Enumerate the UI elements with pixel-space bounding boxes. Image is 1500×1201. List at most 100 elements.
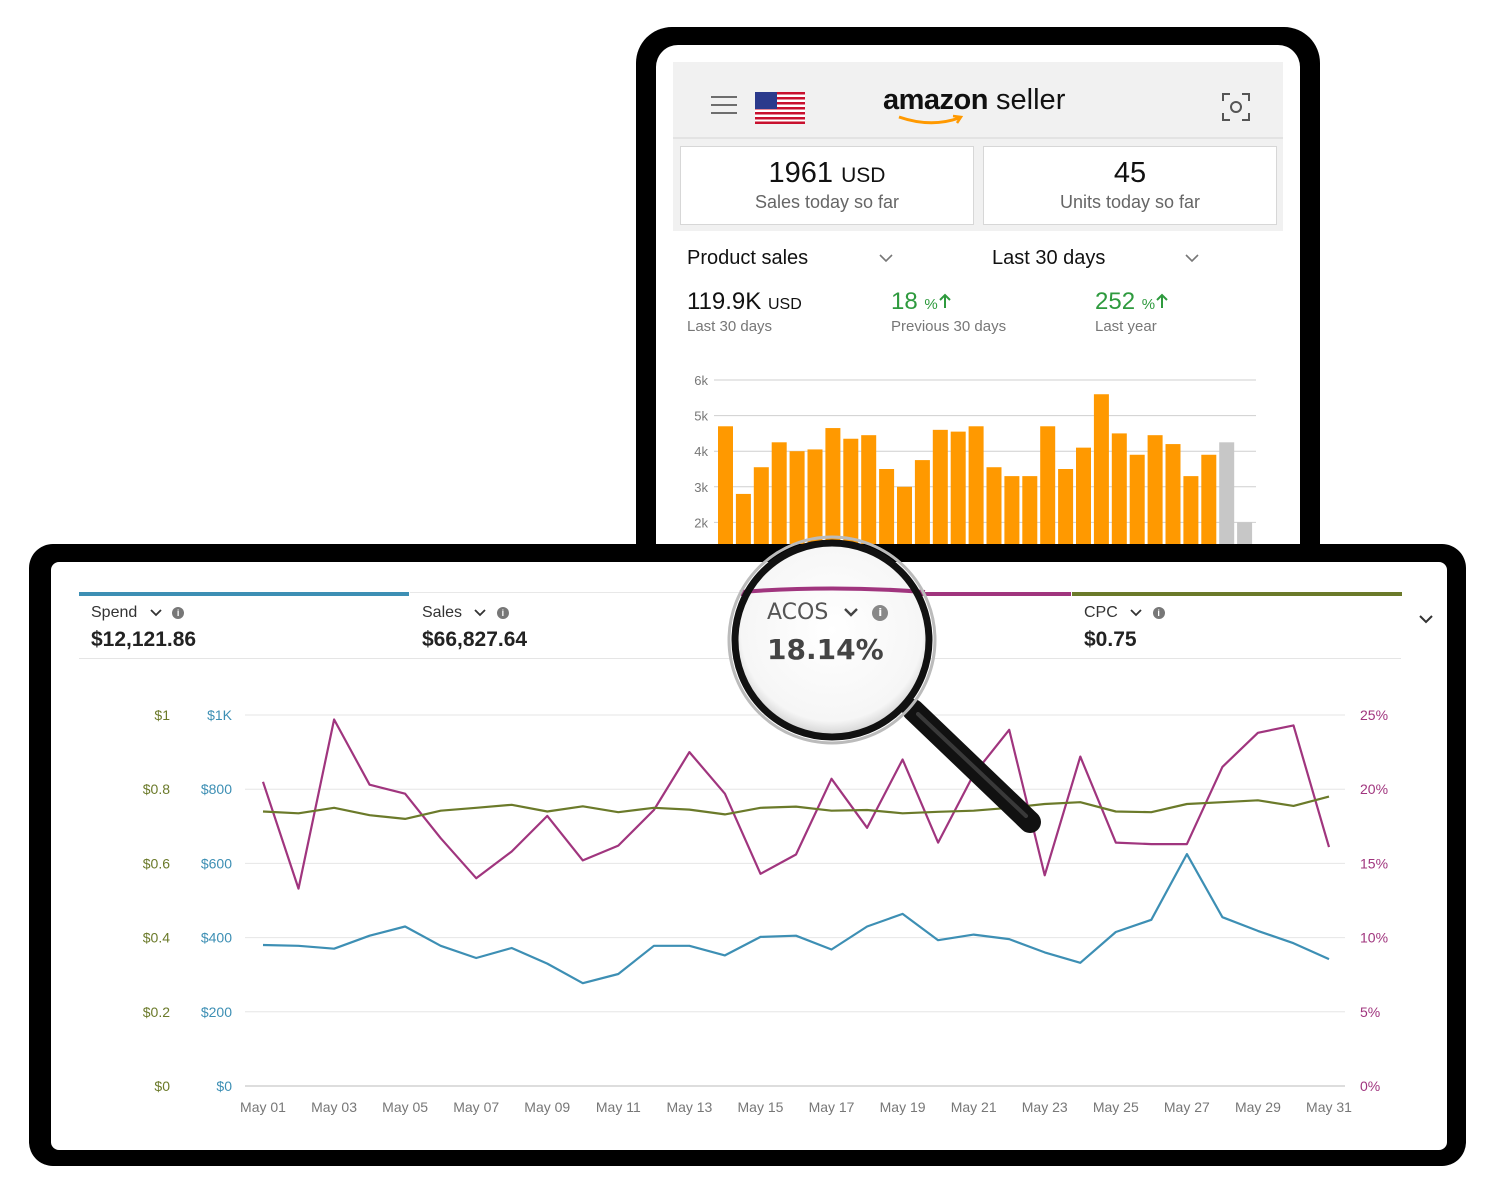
- bar[interactable]: [1022, 476, 1038, 565]
- tab-spend-value: $12,121.86: [91, 628, 197, 651]
- chevron-down-icon[interactable]: [879, 253, 893, 263]
- bar[interactable]: [1219, 442, 1235, 565]
- bar[interactable]: [1183, 476, 1199, 565]
- bar[interactable]: [861, 435, 877, 565]
- tab-acos-label-magnified: ACOS i: [767, 600, 889, 625]
- metric-dropdown[interactable]: Product sales: [687, 247, 809, 269]
- series-line-spend[interactable]: [262, 852, 1330, 985]
- y-tick-acos: 10%: [1360, 930, 1388, 946]
- y-tick-label: 5k: [694, 409, 708, 424]
- sales-today-unit: USD: [841, 164, 886, 187]
- arrow-up-icon: [939, 293, 951, 308]
- chevron-down-icon[interactable]: [1419, 614, 1433, 624]
- bar[interactable]: [950, 431, 966, 565]
- us-flag-icon[interactable]: [755, 92, 805, 124]
- info-icon[interactable]: i: [872, 605, 889, 621]
- scan-icon[interactable]: [1221, 92, 1251, 122]
- bar[interactable]: [771, 442, 787, 565]
- y-tick-cpc: $0.6: [143, 855, 170, 871]
- sales-today-card[interactable]: 1961 USD Sales today so far: [680, 146, 974, 225]
- y-tick-cpc: $0.8: [143, 781, 170, 797]
- amazon-seller-logo: amazon seller: [883, 84, 1065, 125]
- info-icon[interactable]: i: [1152, 606, 1165, 619]
- bar[interactable]: [807, 449, 823, 565]
- y-tick-acos: 25%: [1360, 707, 1388, 723]
- x-tick-label: May 09: [524, 1099, 570, 1115]
- y-tick-acos: 20%: [1360, 781, 1388, 797]
- series-line-acos[interactable]: [261, 718, 1331, 890]
- units-today-value: 45: [1113, 157, 1147, 189]
- prev-30d-change: 18 %: [891, 288, 952, 316]
- units-today-card[interactable]: 45 Units today so far: [983, 146, 1277, 225]
- last-year-label: Last year: [1095, 318, 1157, 335]
- y-tick-cpc: $0.4: [143, 930, 170, 946]
- info-icon[interactable]: i: [172, 606, 185, 619]
- x-tick-label: May 21: [951, 1099, 997, 1115]
- tab-cpc-value: $0.75: [1084, 628, 1137, 651]
- hamburger-icon[interactable]: [711, 96, 737, 120]
- bar[interactable]: [932, 429, 948, 565]
- smile-arrow-icon: [898, 114, 964, 125]
- x-tick-label: May 13: [666, 1099, 712, 1115]
- x-tick-label: May 15: [738, 1099, 784, 1115]
- bar[interactable]: [718, 426, 733, 565]
- bar[interactable]: [1165, 444, 1181, 565]
- tab-cpc-label: CPC: [1084, 604, 1118, 621]
- y-tick-spend: $400: [201, 930, 232, 946]
- bar[interactable]: [825, 428, 841, 565]
- bar[interactable]: [1111, 433, 1127, 565]
- tab-sales[interactable]: Sales i $66,827.64: [410, 592, 740, 658]
- series-line-cpc[interactable]: [262, 795, 1330, 821]
- bar[interactable]: [1058, 469, 1074, 565]
- chevron-down-icon[interactable]: [1130, 608, 1142, 617]
- app-header: amazon seller: [673, 62, 1283, 139]
- x-tick-label: May 23: [1022, 1099, 1068, 1115]
- y-tick-spend: $600: [201, 855, 232, 871]
- sales-today-label: Sales today so far: [754, 192, 900, 212]
- bar[interactable]: [968, 426, 984, 565]
- bar[interactable]: [879, 469, 895, 565]
- info-icon[interactable]: i: [496, 606, 509, 619]
- bar[interactable]: [1201, 454, 1217, 565]
- bar[interactable]: [753, 467, 769, 565]
- y-tick-label: 6k: [694, 373, 708, 388]
- bar[interactable]: [789, 451, 805, 565]
- bar[interactable]: [1093, 394, 1109, 565]
- bar[interactable]: [1147, 435, 1163, 565]
- x-tick-label: May 25: [1093, 1099, 1139, 1115]
- x-tick-label: May 27: [1164, 1099, 1210, 1115]
- sales-bar-chart: 6k 5k 4k 3k 2k: [694, 373, 1256, 565]
- period-dropdown[interactable]: Last 30 days: [992, 247, 1106, 269]
- y-tick-cpc: $0.2: [143, 1004, 170, 1020]
- bar[interactable]: [843, 438, 859, 565]
- y-tick-acos: 0%: [1360, 1078, 1380, 1094]
- x-tick-label: May 17: [809, 1099, 855, 1115]
- x-tick-label: May 03: [311, 1099, 357, 1115]
- bar[interactable]: [1129, 454, 1145, 565]
- chevron-down-icon[interactable]: [1185, 253, 1199, 263]
- bar[interactable]: [986, 467, 1002, 565]
- tab-spend[interactable]: Spend i $12,121.86: [79, 592, 409, 658]
- sales-today-value: 1961: [768, 157, 834, 189]
- tab-cpc[interactable]: CPC i $0.75: [1072, 592, 1402, 658]
- x-tick-label: May 29: [1235, 1099, 1281, 1115]
- y-tick-spend: $200: [201, 1004, 232, 1020]
- tab-sales-value: $66,827.64: [422, 628, 528, 651]
- prev-30d-label: Previous 30 days: [891, 318, 1007, 335]
- bar[interactable]: [1040, 426, 1056, 565]
- x-tick-label: May 31: [1306, 1099, 1352, 1115]
- y-tick-label: 4k: [694, 444, 708, 459]
- chevron-down-icon[interactable]: [150, 608, 162, 617]
- x-tick-label: May 05: [382, 1099, 428, 1115]
- chevron-down-icon[interactable]: [474, 608, 487, 617]
- last-year-change: 252 %: [1095, 288, 1169, 316]
- bar[interactable]: [914, 460, 930, 565]
- y-tick-acos: 15%: [1360, 855, 1388, 871]
- bar[interactable]: [1004, 476, 1020, 565]
- chevron-down-icon[interactable]: [843, 607, 859, 619]
- sales-30d-value: 119.9K USD: [687, 288, 802, 315]
- y-tick-spend: $800: [201, 781, 232, 797]
- bar[interactable]: [1076, 447, 1091, 565]
